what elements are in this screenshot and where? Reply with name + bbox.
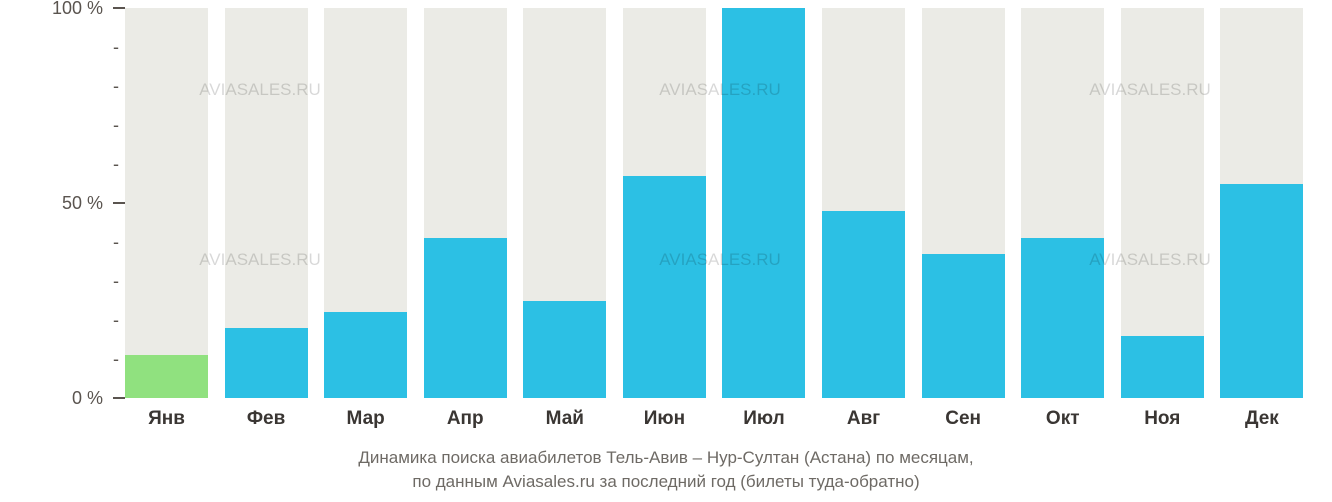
x-axis-label: Окт <box>1046 408 1080 430</box>
y-tick-label: 50 % <box>62 193 103 214</box>
monthly-search-bar-chart: 0 %50 %100 %-------- ЯнвФевМарАпрМайИюнИ… <box>0 0 1332 502</box>
bar-slot <box>523 8 606 398</box>
y-tick-minor-label: - <box>113 76 119 97</box>
y-tick-minor-label: - <box>113 310 119 331</box>
bar-slot <box>1121 8 1204 398</box>
y-tick-minor-label: - <box>113 115 119 136</box>
x-axis-label: Фев <box>247 408 285 430</box>
x-axis-label: Дек <box>1245 408 1279 430</box>
y-tick-minor-label: - <box>113 349 119 370</box>
bar <box>424 238 507 398</box>
chart-caption-line-1: Динамика поиска авиабилетов Тель-Авив – … <box>0 448 1332 468</box>
bar <box>225 328 308 398</box>
chart-caption-line-2: по данным Aviasales.ru за последний год … <box>0 472 1332 492</box>
y-tick-minor-label: - <box>113 271 119 292</box>
bar <box>1121 336 1204 398</box>
bar <box>523 301 606 399</box>
bar-slot <box>1021 8 1104 398</box>
bar-slot <box>822 8 905 398</box>
y-tick-mark <box>113 7 125 9</box>
bar <box>324 312 407 398</box>
x-axis-label: Июл <box>743 408 784 430</box>
x-axis-label: Янв <box>148 408 185 430</box>
bar <box>1021 238 1104 398</box>
bar-background <box>125 8 208 398</box>
bar <box>1220 184 1303 399</box>
y-tick-label: 100 % <box>52 0 103 19</box>
bar-slot <box>324 8 407 398</box>
plot-area <box>125 8 1320 398</box>
x-axis-label: Ноя <box>1144 408 1180 430</box>
bar-slot <box>424 8 507 398</box>
bar <box>722 8 805 398</box>
bar <box>922 254 1005 398</box>
bar-slot <box>722 8 805 398</box>
x-axis-label: Авг <box>847 408 880 430</box>
bar <box>623 176 706 398</box>
y-tick-label: 0 % <box>72 388 103 409</box>
y-tick-minor-label: - <box>113 37 119 58</box>
x-axis-label: Май <box>546 408 584 430</box>
bar-slot <box>225 8 308 398</box>
y-tick-mark <box>113 397 125 399</box>
x-axis-label: Сен <box>945 408 981 430</box>
x-axis-label: Июн <box>644 408 685 430</box>
bar-slot <box>922 8 1005 398</box>
x-axis-labels: Янв Фев Мар Апр Май Июн Июл Авг Сен Окт Ноя Дек <box>125 402 1320 432</box>
x-axis-label: Апр <box>447 408 484 430</box>
bar-slot <box>623 8 706 398</box>
x-axis-label: Мар <box>347 408 385 430</box>
y-tick-mark <box>113 202 125 204</box>
bar <box>822 211 905 398</box>
bar-slot <box>125 8 208 398</box>
y-tick-minor-label: - <box>113 154 119 175</box>
y-axis: 0 %50 %100 %-------- <box>0 8 125 398</box>
bar-slot <box>1220 8 1303 398</box>
bar <box>125 355 208 398</box>
y-tick-minor-label: - <box>113 232 119 253</box>
